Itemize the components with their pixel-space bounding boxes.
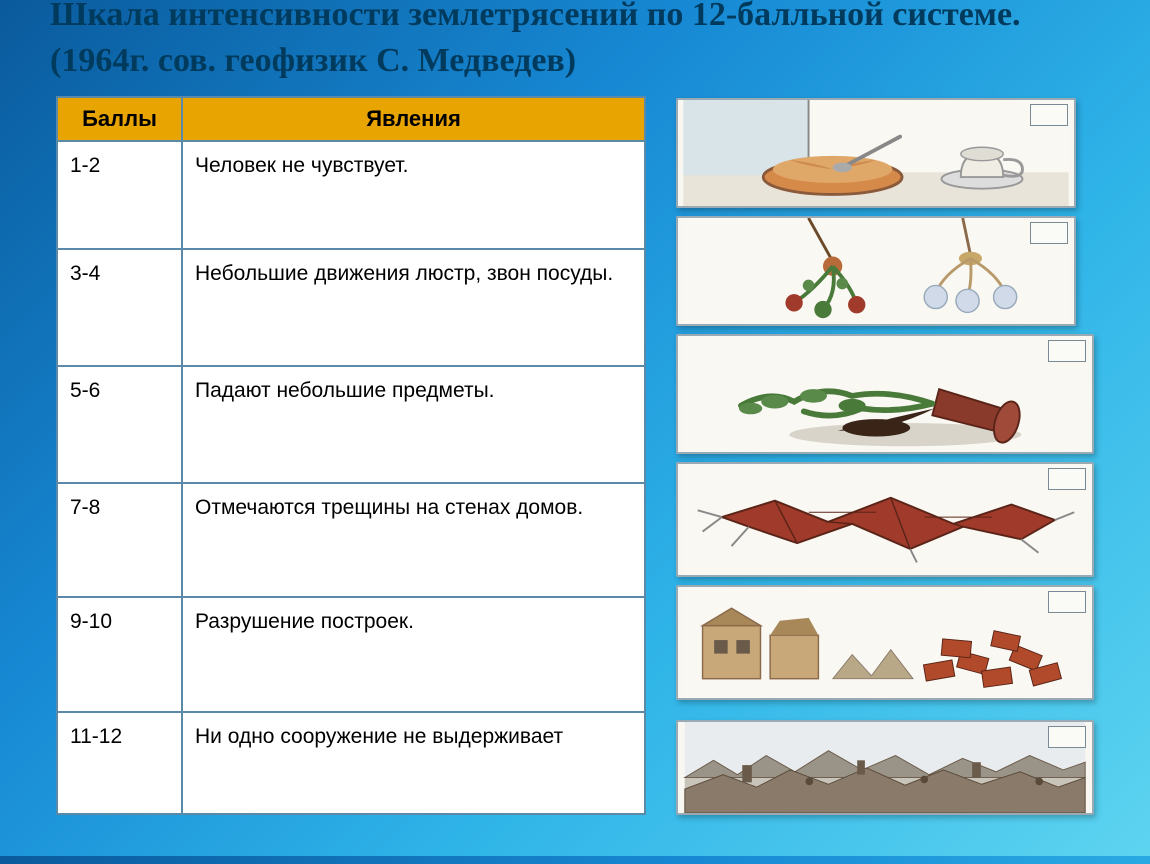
desc-cell: Падают небольшие предметы. (182, 366, 645, 483)
score-cell: 1-2 (57, 141, 182, 249)
score-cell: 5-6 (57, 366, 182, 483)
desc-cell: Небольшие движения люстр, звон посуды. (182, 249, 645, 366)
intensity-scale-table: Баллы Явления 1-2 Человек не чувствует. … (56, 96, 646, 815)
page-title: Шкала интенсивности землетрясений по 12-… (0, 0, 1150, 84)
table-row: 7-8 Отмечаются трещины на стенах домов. (57, 483, 645, 597)
table-header-row: Баллы Явления (57, 97, 645, 141)
table-row: 5-6 Падают небольшие предметы. (57, 366, 645, 483)
content-row: Баллы Явления 1-2 Человек не чувствует. … (0, 84, 1150, 815)
illustration-fallen-pot (676, 334, 1094, 454)
table-row: 11-12 Ни одно сооружение не выдерживает (57, 712, 645, 814)
illustration-razed-city (676, 720, 1094, 815)
table-row: 1-2 Человек не чувствует. (57, 141, 645, 249)
illustration-column (676, 96, 1096, 815)
illustration-wall-crack (676, 462, 1094, 577)
card-tab (1048, 726, 1086, 748)
col-header-phenomena: Явления (182, 97, 645, 141)
desc-cell: Отмечаются трещины на стенах домов. (182, 483, 645, 597)
score-cell: 7-8 (57, 483, 182, 597)
illustration-soup-cup (676, 98, 1076, 208)
illustration-chandelier (676, 216, 1076, 326)
score-cell: 3-4 (57, 249, 182, 366)
card-tab (1048, 591, 1086, 613)
table-row: 9-10 Разрушение построек. (57, 597, 645, 711)
table-row: 3-4 Небольшие движения люстр, звон посуд… (57, 249, 645, 366)
card-tab (1048, 468, 1086, 490)
desc-cell: Разрушение построек. (182, 597, 645, 711)
illustration-rubble (676, 585, 1094, 700)
col-header-score: Баллы (57, 97, 182, 141)
card-tab (1030, 222, 1068, 244)
desc-cell: Человек не чувствует. (182, 141, 645, 249)
desc-cell: Ни одно сооружение не выдерживает (182, 712, 645, 814)
score-cell: 9-10 (57, 597, 182, 711)
score-cell: 11-12 (57, 712, 182, 814)
card-tab (1030, 104, 1068, 126)
card-tab (1048, 340, 1086, 362)
